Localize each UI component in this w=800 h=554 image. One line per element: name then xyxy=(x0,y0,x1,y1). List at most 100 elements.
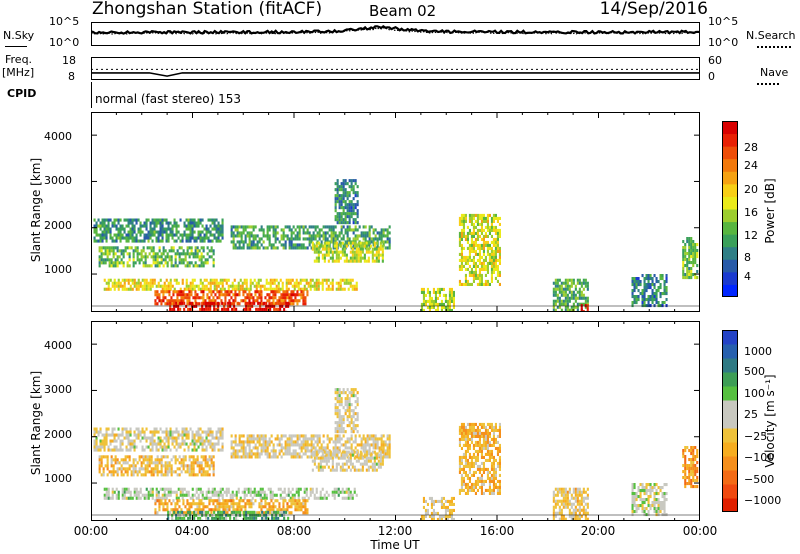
velocity-cell-5 xyxy=(374,437,377,441)
power-cell-12 xyxy=(653,304,656,308)
velocity-cell-3 xyxy=(260,499,263,503)
power-cell-0 xyxy=(211,233,214,237)
velocity-cell-2 xyxy=(201,496,204,500)
velocity-cell-5 xyxy=(240,443,243,447)
velocity-cell-5 xyxy=(304,443,307,447)
power-cell-5 xyxy=(308,237,311,241)
power-cell-7 xyxy=(340,203,343,207)
power-cell-8 xyxy=(448,296,451,300)
velocity-cell-4 xyxy=(275,513,278,517)
velocity-cell-4 xyxy=(219,516,222,520)
velocity-cell-7 xyxy=(350,409,353,413)
power-cell-3 xyxy=(238,302,241,306)
velocity-cell-6 xyxy=(327,450,330,454)
velocity-cell-2 xyxy=(253,490,256,494)
power-cell-1 xyxy=(204,258,207,262)
power-cell-3 xyxy=(266,299,269,303)
velocity-cell-4 xyxy=(171,516,174,520)
velocity-cell-0 xyxy=(165,439,168,443)
velocity-cell-4 xyxy=(281,510,284,514)
power-cell-5 xyxy=(302,231,305,235)
power-cell-3 xyxy=(194,299,197,303)
velocity-cell-5 xyxy=(334,449,337,453)
power-cell-8 xyxy=(436,305,439,309)
power-cell-4 xyxy=(183,301,186,305)
velocity-cell-5 xyxy=(382,434,385,438)
power-cell-6 xyxy=(373,244,376,248)
power-cell-9 xyxy=(496,249,499,253)
velocity-cell-3 xyxy=(248,505,251,509)
power-cell-2 xyxy=(209,281,212,285)
power-cell-4 xyxy=(207,307,210,311)
power-cell-1 xyxy=(112,261,115,265)
power-cell-8 xyxy=(446,308,449,312)
power-cell-9 xyxy=(476,273,479,277)
power-cell-6 xyxy=(339,244,342,248)
velocity-cell-2 xyxy=(333,490,336,494)
power-cell-7 xyxy=(344,203,347,207)
power-cell-5 xyxy=(230,234,233,238)
velocity-cell-7 xyxy=(334,406,337,410)
velocity-cell-1 xyxy=(160,455,163,459)
velocity-cell-2 xyxy=(229,496,232,500)
power-cell-5 xyxy=(334,246,337,250)
power-cell-11 xyxy=(586,307,589,311)
power-cell-1 xyxy=(154,252,157,256)
velocity-cell-2 xyxy=(225,490,228,494)
power-cell-2 xyxy=(117,281,120,285)
power-cell-10 xyxy=(564,302,567,306)
power-cell-9 xyxy=(490,225,493,229)
velocity-cell-5 xyxy=(244,455,247,459)
power-cell-3 xyxy=(180,290,183,294)
power-cell-0 xyxy=(119,227,122,231)
power-cell-6 xyxy=(375,250,378,254)
power-cell-1 xyxy=(112,249,115,253)
velocity-cell-3 xyxy=(304,499,307,503)
power-cell-12 xyxy=(659,277,662,281)
velocity-cell-7 xyxy=(336,421,339,425)
power-cell-1 xyxy=(182,252,185,256)
velocity-cell-1 xyxy=(212,473,215,477)
velocity-cell-1 xyxy=(204,455,207,459)
velocity-cell-5 xyxy=(250,440,253,444)
velocity-cell-4 xyxy=(211,513,214,517)
power-cell-1 xyxy=(146,264,149,268)
velocity-cell-4 xyxy=(233,516,236,520)
velocity-cell-6 xyxy=(349,456,352,460)
power-cell-6 xyxy=(355,247,358,251)
power-cell-9 xyxy=(478,273,481,277)
velocity-cell-3 xyxy=(192,502,195,506)
velocity-cell-0 xyxy=(187,445,190,449)
velocity-cell-0 xyxy=(127,430,130,434)
power-cell-7 xyxy=(344,215,347,219)
velocity-cell-0 xyxy=(181,433,184,437)
power-cell-13 xyxy=(688,252,691,256)
velocity-cell-0 xyxy=(197,445,200,449)
power-cell-2 xyxy=(141,284,144,288)
power-cell-2 xyxy=(173,287,176,291)
power-cell-7 xyxy=(340,200,343,204)
velocity-cell-3 xyxy=(196,505,199,509)
power-cell-6 xyxy=(345,259,348,263)
freq-label-line2: [MHz] xyxy=(2,66,35,79)
power-cell-0 xyxy=(177,236,180,240)
power-cell-12 xyxy=(663,289,666,293)
power-cell-8 xyxy=(450,299,453,303)
power-cell-2 xyxy=(127,278,130,282)
velocity-cell-3 xyxy=(250,505,253,509)
power-cell-7 xyxy=(354,203,357,207)
velocity-cell-5 xyxy=(246,455,249,459)
power-cell-9 xyxy=(490,276,493,280)
power-cell-2 xyxy=(249,278,252,282)
power-cell-2 xyxy=(265,281,268,285)
power-cell-8 xyxy=(446,299,449,303)
velocity-cell-3 xyxy=(162,508,165,512)
velocity-cell-2 xyxy=(227,490,230,494)
velocity-cell-0 xyxy=(211,430,214,434)
power-cell-9 xyxy=(478,270,481,274)
power-cell-3 xyxy=(196,293,199,297)
velocity-cell-6 xyxy=(379,453,382,457)
power-cell-2 xyxy=(245,284,248,288)
power-cell-3 xyxy=(208,290,211,294)
power-cell-0 xyxy=(201,236,204,240)
